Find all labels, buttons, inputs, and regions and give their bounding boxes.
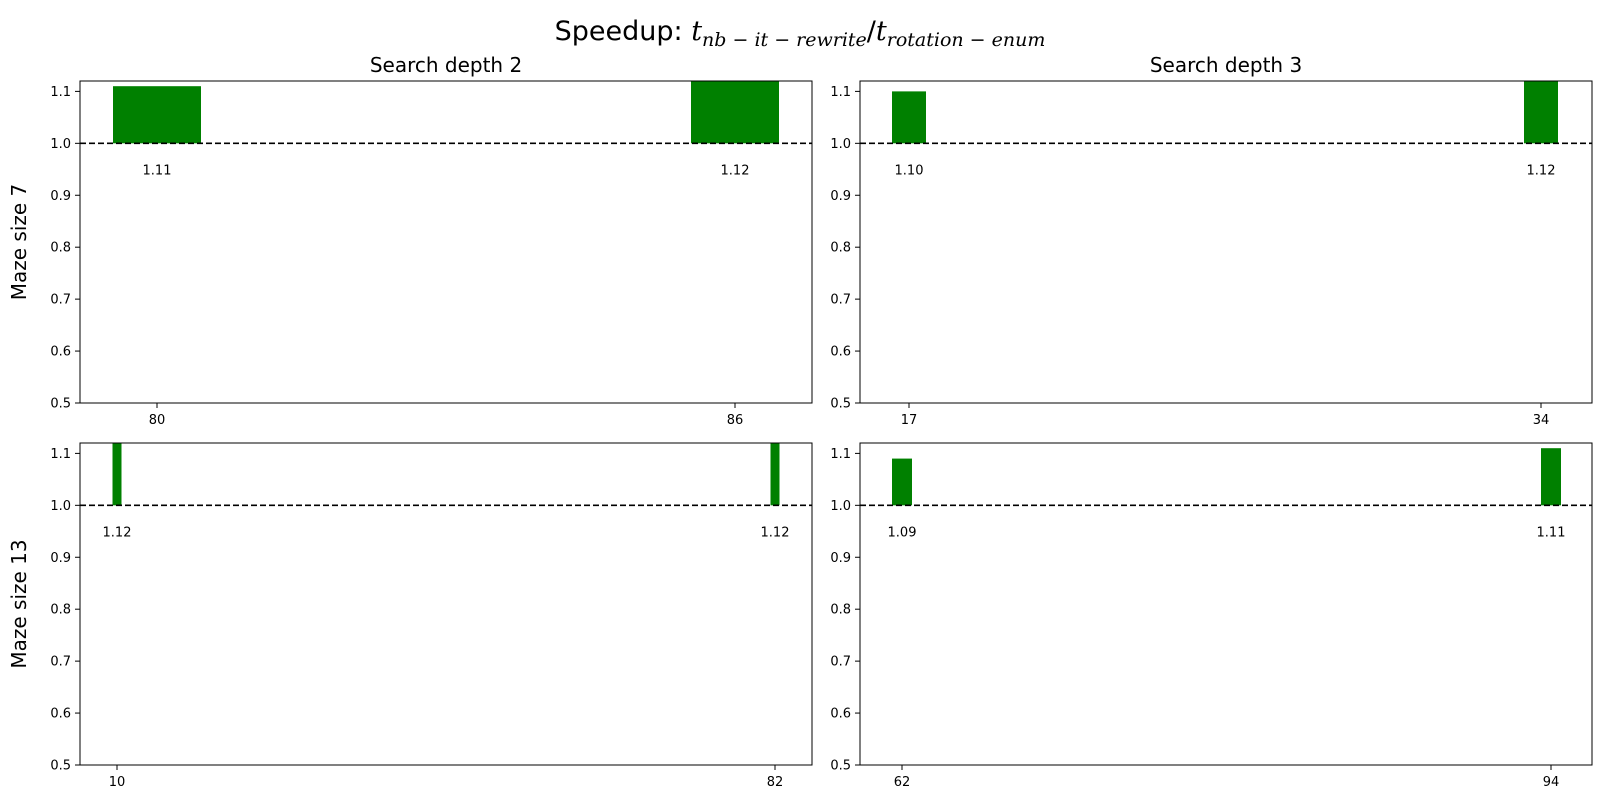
bar-value-label: 1.11 xyxy=(143,163,172,178)
title-denominator-subscript: rotation − enum xyxy=(886,29,1046,51)
x-tick-label: 82 xyxy=(767,775,784,790)
speedup-bar xyxy=(1541,448,1561,506)
y-tick-label: 0.7 xyxy=(830,293,851,308)
y-tick-label: 0.5 xyxy=(50,759,71,774)
y-tick-label: 0.6 xyxy=(50,345,71,360)
y-tick-label: 0.7 xyxy=(50,655,71,670)
y-tick-label: 0.9 xyxy=(50,189,71,204)
x-tick-label: 34 xyxy=(1533,413,1550,428)
y-tick-label: 0.5 xyxy=(830,397,851,412)
y-tick-label: 1.1 xyxy=(50,447,71,462)
y-tick-label: 0.6 xyxy=(830,707,851,722)
y-tick-label: 1.1 xyxy=(830,447,851,462)
title-numerator-var: t xyxy=(691,16,703,47)
plot-frame xyxy=(79,80,813,404)
bar-value-label: 1.12 xyxy=(103,525,132,540)
y-tick-label: 0.7 xyxy=(50,293,71,308)
plot-frame xyxy=(859,442,1593,766)
bar-value-label: 1.11 xyxy=(1537,525,1566,540)
y-tick-label: 0.7 xyxy=(830,655,851,670)
y-tick-label: 1.0 xyxy=(830,499,851,514)
bar-value-label: 1.10 xyxy=(895,163,924,178)
plot-frame xyxy=(859,80,1593,404)
subplot-title: Search depth 2 xyxy=(370,53,522,77)
bar-value-label: 1.09 xyxy=(888,525,917,540)
y-tick-label: 0.9 xyxy=(830,551,851,566)
figure-title: Speedup: tnb − it − rewrite/trotation − … xyxy=(0,14,1600,58)
y-tick-label: 1.0 xyxy=(50,499,71,514)
y-tick-label: 0.6 xyxy=(830,345,851,360)
title-slash: / xyxy=(866,16,876,47)
speedup-bar xyxy=(112,443,122,506)
speedup-bar xyxy=(1524,81,1558,144)
bar-value-label: 1.12 xyxy=(761,525,790,540)
speedup-bar xyxy=(770,443,780,506)
y-tick-label: 0.8 xyxy=(830,241,851,256)
y-tick-label: 0.9 xyxy=(830,189,851,204)
y-tick-label: 1.0 xyxy=(830,137,851,152)
x-tick-label: 86 xyxy=(727,413,744,428)
speedup-bar xyxy=(691,81,779,144)
y-tick-label: 0.8 xyxy=(50,241,71,256)
y-tick-label: 0.6 xyxy=(50,707,71,722)
bar-value-label: 1.12 xyxy=(1527,163,1556,178)
title-numerator: tnb − it − rewrite xyxy=(691,16,867,51)
plot-frame xyxy=(79,442,813,766)
title-denominator-var: t xyxy=(875,16,887,47)
subplot-title: Search depth 3 xyxy=(1150,53,1302,77)
speedup-bar xyxy=(113,86,201,144)
bar-value-label: 1.12 xyxy=(721,163,750,178)
y-tick-label: 0.8 xyxy=(830,603,851,618)
y-tick-label: 1.0 xyxy=(50,137,71,152)
speedup-bar xyxy=(892,91,926,144)
title-prefix: Speedup: xyxy=(554,16,692,47)
y-tick-label: 0.8 xyxy=(50,603,71,618)
x-tick-label: 17 xyxy=(901,413,918,428)
y-tick-label: 1.1 xyxy=(50,85,71,100)
y-tick-label: 0.5 xyxy=(830,759,851,774)
x-tick-label: 94 xyxy=(1543,775,1560,790)
y-tick-label: 0.5 xyxy=(50,397,71,412)
title-numerator-subscript: nb − it − rewrite xyxy=(702,29,867,51)
row-label: Maze size 13 xyxy=(7,539,31,668)
x-tick-label: 10 xyxy=(109,775,126,790)
title-denominator: trotation − enum xyxy=(875,16,1045,51)
x-tick-label: 62 xyxy=(894,775,911,790)
y-tick-label: 0.9 xyxy=(50,551,71,566)
speedup-bar xyxy=(892,458,912,506)
x-tick-label: 80 xyxy=(149,413,166,428)
row-label: Maze size 7 xyxy=(7,184,31,301)
y-tick-label: 1.1 xyxy=(830,85,851,100)
